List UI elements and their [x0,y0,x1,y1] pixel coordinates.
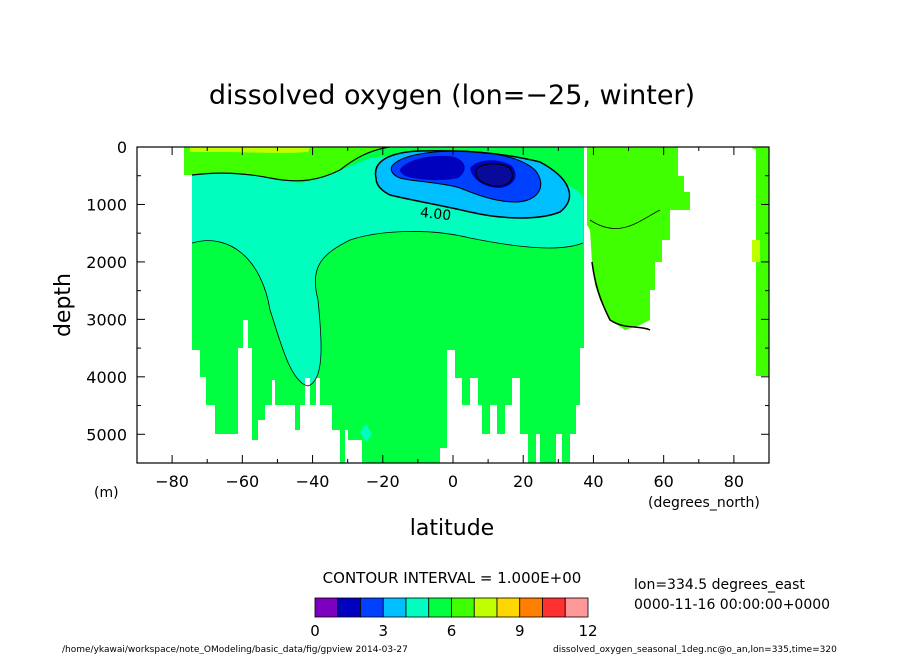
x-tick-label: −80 [155,472,189,491]
region-surface-6-7 [184,147,390,181]
colorbar-ticks: 0 3 6 9 12 [310,622,597,640]
footer-path: /home/ykawai/workspace/note_OModeling/ba… [62,645,408,654]
contour-6 [191,147,391,182]
x-tick-label: −20 [366,472,400,491]
colorbar-cell [405,597,430,618]
mask-seafloor [137,147,769,463]
y-axis: 0 1000 2000 3000 4000 5000 [86,138,769,464]
contour-5 [191,231,584,387]
colorbar-cell [451,597,475,618]
region-far-north-edge [752,240,760,262]
x-tick-label: −40 [296,472,330,491]
x-axis-unit: (degrees_north) [648,495,760,511]
footer-source: dissolved_oxygen_seasonal_1deg.nc@o_an,l… [553,645,837,654]
contour-lines [191,147,661,387]
contour-north-2 [589,209,661,229]
colorbar-tick-label: 12 [578,622,597,640]
x-axis: −80 −60 −40 −20 0 20 40 60 80 [136,147,770,491]
region-northern-water [584,147,690,330]
colorbar-cell [382,597,407,618]
y-tick-label: 2000 [86,253,127,272]
y-tick-label: 1000 [86,195,127,214]
x-axis-label: latitude [410,516,494,541]
contour-4 [374,150,571,219]
plot-area: 4.00 [137,147,769,463]
colorbar-cell [496,597,521,618]
colorbar-tick-label: 3 [378,622,388,640]
y-axis-unit: (m) [94,485,119,501]
x-tick-label: 80 [724,472,744,491]
region-surface-7-8 [190,147,310,153]
y-tick-label: 3000 [86,310,127,329]
y-axis-label: depth [51,273,76,337]
colorbar-cell [473,597,498,618]
colorbar-cell [542,597,566,618]
contour-label: 4.00 [419,205,452,224]
contour-3 [390,150,542,203]
info-time: 0000-11-16 00:00:00+0000 [634,597,830,613]
x-tick-label: 20 [513,472,533,491]
colorbar [314,597,589,618]
colorbar-cell [519,597,543,618]
x-tick-label: 60 [653,472,673,491]
colorbar-cell [428,597,452,618]
y-tick-label: 5000 [86,425,127,444]
colorbar-cell [564,597,589,618]
region-core-min [475,163,513,186]
colorbar-tick-label: 0 [310,622,320,640]
colorbar-tick-label: 6 [447,622,457,640]
colorbar-cell [360,597,384,618]
colorbar-cell [314,597,339,618]
contour-1 [475,163,513,187]
contour-interval: CONTOUR INTERVAL = 1.000E+00 [323,569,582,587]
info-lon: lon=334.5 degrees_east [634,577,805,593]
y-tick-label: 0 [117,138,127,157]
colorbar-cell [337,597,361,618]
region-isolated-patch [360,424,372,442]
y-tick-label: 4000 [86,368,127,387]
chart-title: dissolved oxygen (lon=−25, winter) [209,80,695,111]
x-tick-label: 0 [448,472,458,491]
colorbar-tick-label: 9 [515,622,525,640]
contour-north [591,261,651,331]
x-tick-label: 40 [583,472,603,491]
x-tick-label: −60 [225,472,259,491]
